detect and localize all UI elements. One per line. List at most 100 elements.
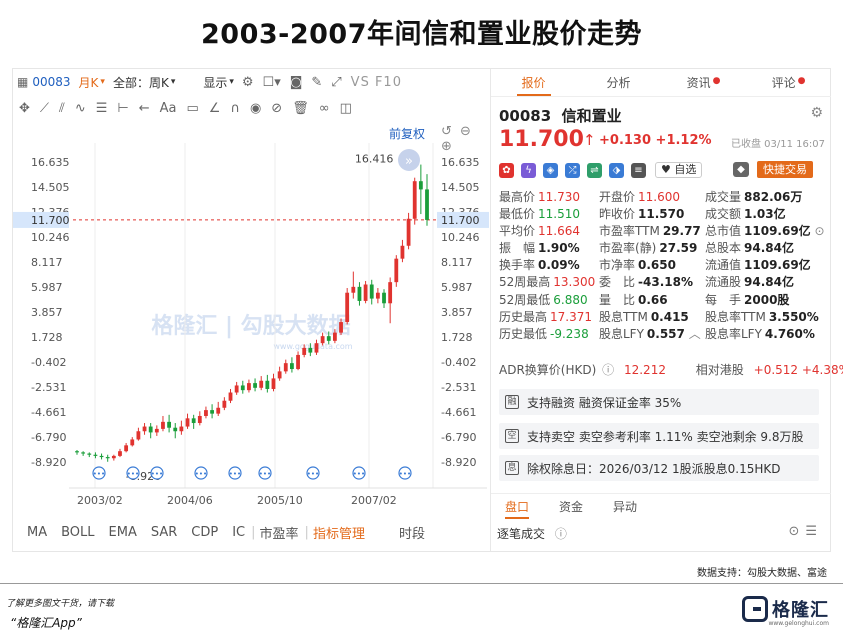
bell-icon[interactable]: ◆ [733,162,749,177]
stock-selector[interactable]: ▦ 00083 [17,75,71,89]
range-tool-icon[interactable]: ⊢ [117,100,129,116]
compare-icon[interactable]: ⇌ [587,162,602,178]
indicator-manage[interactable]: 指标管理 [312,526,365,542]
fuquan-button[interactable]: 前复权 [389,127,426,141]
event-marker-icon[interactable] [126,466,140,480]
y-tick-right: 5.987 [441,281,473,294]
candle-body [204,410,208,416]
quick-trade-button[interactable]: 快捷交易 [757,161,813,178]
checkbox-icon[interactable]: ☐▾ [262,74,281,90]
line-tool-icon[interactable]: ⟋ [39,100,50,116]
channel-tool-icon[interactable]: ⫽ [59,100,65,116]
more-icon[interactable]: ⊙ [810,224,825,239]
tab-news[interactable]: 资讯 ● [686,76,721,90]
crosshair-icon[interactable]: ✥ [19,100,30,116]
layers-icon[interactable]: ◫ [339,100,352,116]
help-icon[interactable]: ⓘ [554,527,567,541]
time-segment-button[interactable]: 时段 [398,526,425,542]
zoom-out-icon[interactable]: ⊖ [460,124,473,139]
candle-body [345,292,350,323]
period-dropdown[interactable]: 月K ▾ [78,75,105,90]
vs-f10-button[interactable]: VS F10 [350,74,402,90]
comment-tool-icon[interactable]: ▭ [186,100,199,116]
stat-label: 历史最高 [499,309,548,324]
history-icon[interactable]: ↺ [441,124,454,139]
candle-body [105,457,110,459]
fib-tool-icon[interactable]: ☰ [95,100,108,116]
all-dropdown[interactable]: 全部：周K ▾ [112,75,176,90]
indicator-ema[interactable]: EMA [108,524,137,540]
magnet-icon[interactable]: ∩ [230,100,240,116]
zoom-controls: ↺ ⊖ ⊕ [441,124,490,154]
camera-icon[interactable]: ◙ [289,74,303,90]
candle-body [406,218,411,246]
event-marker-dots: ••• [195,470,207,478]
indicator-ic[interactable]: IC [232,524,246,540]
candle-body [326,336,331,341]
margin-info-row[interactable]: 融 支持融资 融资保证金率 35% [499,389,819,415]
y-tick-left: 3.857 [31,306,63,319]
indicator-ma[interactable]: MA [27,524,48,540]
event-marker-icon[interactable] [150,466,164,480]
candle-body [228,392,233,401]
stat-value: 13.300 [553,275,596,290]
arrow-tool-icon[interactable]: ← [138,100,150,116]
expand-button[interactable] [398,149,420,171]
y-tick-right: 14.505 [441,181,480,194]
indicator-cdp[interactable]: CDP [191,524,219,540]
indicator-boll[interactable]: BOLL [61,524,95,540]
tab-movement[interactable]: 异动 [613,500,638,514]
text-tool-icon[interactable]: Aa [159,100,177,116]
stat-value: 1109.69亿 [744,224,811,239]
trash-icon[interactable]: 🗑 [292,100,309,116]
tag-icon[interactable]: ◈ [543,162,558,178]
wave-tool-icon[interactable]: ∿ [74,100,86,116]
display-dropdown[interactable]: 显示 ▾ [203,75,234,90]
eye-icon[interactable]: ◉ [249,100,262,116]
event-marker-icon[interactable] [228,466,242,480]
event-marker-icon[interactable] [398,466,412,480]
stat-value: 1109.69亿 [744,258,811,273]
settings-icon[interactable]: ⚙ [810,105,823,121]
candle-body [382,292,386,304]
dividend-info-row[interactable]: 息 除权除息日：2026/03/12 1股派股息0.15HKD [499,455,819,481]
shuffle-icon[interactable]: ⤮ [565,162,580,178]
tab-capital[interactable]: 资金 [559,500,584,514]
candle-body [222,400,227,408]
candle-body [296,354,300,370]
more-icon[interactable]: ⊙ [788,524,806,539]
stat-value: 6.880 [553,292,588,307]
stat-label: 振 幅 [499,241,536,256]
gear-icon[interactable]: ⚙ [241,74,254,90]
help-icon[interactable]: ⓘ [602,363,615,377]
add-watchlist-button[interactable]: ♥ 自选 [655,162,703,178]
event-marker-icon[interactable] [194,466,208,480]
indicator-pe[interactable]: 市盈率 [259,526,299,542]
zoom-in-icon[interactable]: ⊕ [441,139,454,154]
ruler-icon[interactable]: ∠ [208,100,221,116]
indicator-sar[interactable]: SAR [150,524,178,540]
event-marker-icon[interactable] [258,466,272,480]
label-icon[interactable]: ⬗ [609,162,624,178]
document-icon[interactable]: ≡ [631,162,646,178]
list-icon[interactable]: ☰ [805,524,823,539]
pencil-icon[interactable]: ✎ [311,74,323,90]
collapse-icon[interactable]: ︿ [684,326,701,341]
tab-order-book[interactable]: 盘口 [505,494,530,519]
stat-row: 最高价 11.730 开盘价 11.600 成交量 882.06万 [499,188,831,205]
current-price-label-right: 11.700 [441,214,480,227]
stat-cell: 总市值 1109.69亿 ⊙ [705,222,825,239]
hide-icon[interactable]: ⊘ [271,100,283,116]
candlestick-chart[interactable]: 格隆汇 | 勾股大数据 www.gogudata.com 16.635 16.635 1… [13,143,491,517]
event-marker-icon[interactable] [352,466,366,480]
event-marker-icon[interactable] [306,466,320,480]
stat-value: 11.730 [538,190,581,204]
tab-comments[interactable]: 评论 ● [771,76,806,90]
event-marker-icon[interactable] [92,466,106,480]
shortsell-info-row[interactable]: 空 支持卖空 卖空参考利率 1.11% 卖空池剩余 9.8万股 [499,423,819,449]
link-icon[interactable]: ∞ [318,100,330,116]
fullscreen-icon[interactable]: ⤢ [331,74,342,90]
tab-quote[interactable]: 报价 [491,69,576,96]
lightning-icon[interactable]: ϟ [521,162,536,178]
tab-analysis[interactable]: 分析 [606,76,631,90]
